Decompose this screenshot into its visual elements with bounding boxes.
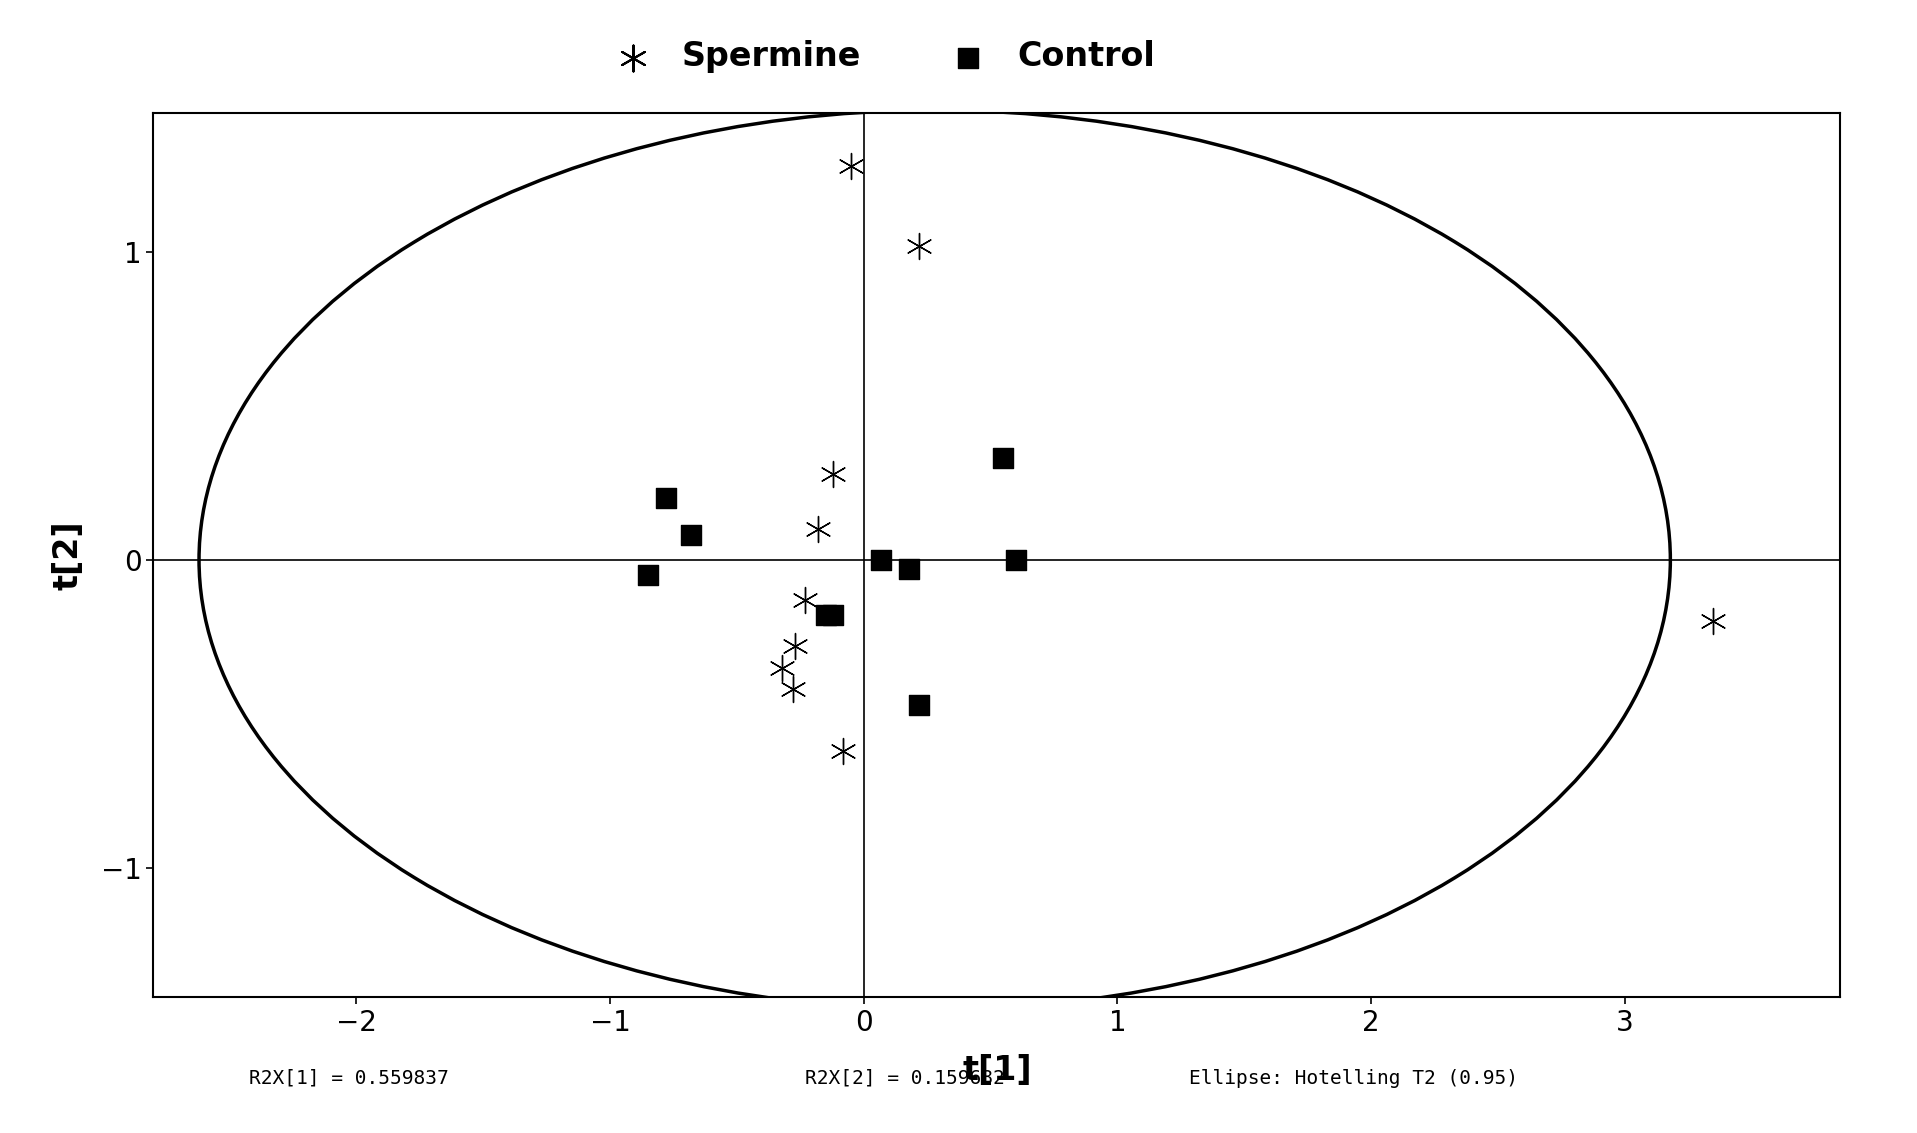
Y-axis label: t[2]: t[2] [52,520,84,590]
Point [780,637,811,655]
Text: R2X[2] = 0.159682: R2X[2] = 0.159682 [805,1068,1005,1088]
Point [819,606,849,624]
Legend: Spermine, Control: Spermine, Control [602,40,1154,74]
Point [819,465,849,483]
Point [893,560,924,578]
Point [767,658,797,676]
Point [905,237,935,255]
X-axis label: t[1]: t[1] [962,1054,1031,1087]
Point [633,566,663,585]
Text: R2X[1] = 0.559837: R2X[1] = 0.559837 [249,1068,449,1088]
Point [1001,551,1031,569]
Point [836,156,866,174]
Point [790,590,820,608]
Text: Ellipse: Hotelling T2 (0.95): Ellipse: Hotelling T2 (0.95) [1189,1068,1518,1088]
Point [811,606,842,624]
Point [828,742,859,760]
Point [1698,612,1729,630]
Point [776,680,807,698]
Point [803,520,834,538]
Point [987,449,1018,467]
Point [650,489,681,508]
Point [677,526,707,544]
Point [866,551,897,569]
Point [905,696,935,714]
